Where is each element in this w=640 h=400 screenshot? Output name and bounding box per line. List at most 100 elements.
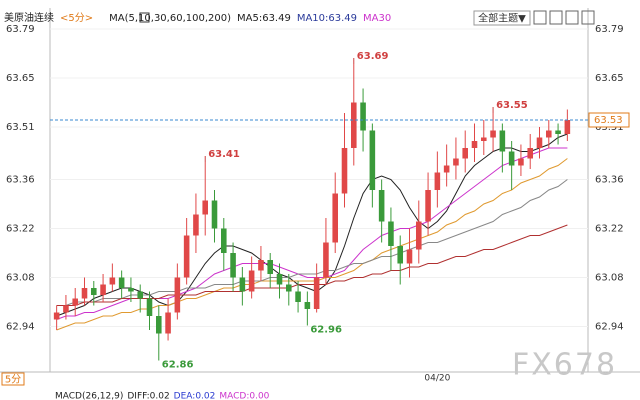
candle-body	[536, 137, 543, 148]
macd-item: DIFF:0.02	[127, 392, 169, 400]
candle-body	[453, 158, 459, 166]
candle-body	[183, 235, 190, 278]
candle-body	[174, 277, 181, 313]
candle-body	[81, 288, 88, 299]
watermark: FX678	[512, 348, 617, 383]
candle-body	[462, 148, 468, 159]
candle-body	[100, 284, 106, 295]
candle-body	[341, 148, 348, 194]
candle-body	[72, 298, 78, 306]
annotation-label: 63.69	[357, 51, 389, 62]
candle-body	[425, 190, 431, 222]
candle-body	[109, 277, 116, 285]
candle-body	[416, 221, 422, 250]
y-tick-label: 63.65	[6, 73, 35, 84]
annotation-label: 62.96	[310, 325, 342, 336]
y2-tick-label: 62.94	[595, 322, 624, 333]
candle-body	[304, 302, 311, 309]
candle-body	[118, 277, 125, 288]
y-tick-label: 63.51	[6, 122, 35, 133]
icon[interactable]	[565, 10, 579, 25]
macd-item: MACD(26,12,9)	[55, 392, 123, 400]
candle-body	[434, 172, 441, 190]
legend-item: MA30	[363, 13, 391, 24]
macd-item: DEA:0.02	[174, 392, 216, 400]
y-tick-label: 62.94	[6, 322, 35, 333]
candle-body	[360, 102, 366, 131]
candle-body	[91, 288, 97, 295]
legend-item: 美原油连续	[4, 11, 54, 24]
theme-button-box[interactable]	[473, 10, 531, 26]
period-label[interactable]: 5分	[5, 374, 21, 386]
candle-body	[499, 130, 506, 152]
candle-body	[53, 312, 60, 320]
candle-body	[230, 253, 236, 278]
candle-body	[248, 270, 255, 292]
legend-item: <5分>	[60, 12, 93, 24]
candle-body	[202, 200, 208, 215]
period-box[interactable]	[1, 372, 25, 386]
candle-body	[443, 165, 450, 173]
candle-body	[351, 102, 357, 148]
candle-body	[527, 148, 533, 159]
candle-body	[286, 284, 292, 292]
legend-item: MA(5,10,30,60,100,200)	[109, 13, 231, 24]
theme-button[interactable]: 全部主题▼	[478, 12, 526, 25]
icon[interactable]	[581, 10, 595, 25]
legend-checkbox[interactable]	[139, 12, 150, 23]
candle-body	[546, 130, 552, 138]
y-tick-label: 63.36	[6, 175, 35, 186]
y2-tick-label: 63.79	[595, 24, 624, 35]
candle-body	[63, 305, 69, 313]
candle-body	[258, 260, 264, 271]
last-price-label: 63.53	[594, 115, 623, 126]
candle-body	[267, 260, 273, 274]
candle-body	[397, 246, 403, 264]
candle-body	[276, 274, 283, 285]
candle-body	[323, 242, 329, 278]
last-price-box	[588, 112, 630, 128]
candle-body	[156, 316, 162, 334]
legend-item: MA10:63.49	[297, 13, 357, 24]
y-tick-label: 63.79	[6, 24, 35, 35]
candle-body	[193, 214, 199, 236]
candle-body	[146, 298, 153, 316]
candle-body	[369, 130, 376, 190]
candle-body	[239, 277, 246, 292]
ma-line	[56, 158, 568, 331]
annotation-label: 63.41	[208, 149, 240, 160]
candle-body	[378, 190, 385, 222]
candle-body	[128, 288, 134, 292]
icon[interactable]	[533, 10, 547, 25]
candle-body	[295, 291, 301, 302]
candle-body	[564, 120, 571, 134]
annotation-label: 62.86	[162, 360, 194, 371]
x-tick-label: 04/20	[424, 374, 450, 384]
candle-body	[518, 158, 524, 166]
candle-body	[221, 228, 227, 253]
candle-body	[555, 130, 561, 134]
y2-tick-label: 63.65	[595, 73, 624, 84]
candle-body	[313, 277, 320, 309]
annotation-label: 63.55	[496, 100, 528, 111]
candle-body	[165, 312, 171, 334]
candle-body	[490, 130, 496, 138]
candle-body	[388, 221, 394, 246]
candle-body	[211, 200, 218, 229]
candle-body	[471, 141, 478, 148]
macd-item: MACD:0.00	[219, 392, 269, 400]
y-tick-label: 63.22	[6, 224, 35, 235]
candle-body	[508, 151, 515, 166]
candle-body	[137, 291, 143, 299]
candle-body	[481, 137, 487, 141]
y2-tick-label: 63.36	[595, 175, 624, 186]
y2-tick-label: 63.08	[595, 273, 624, 284]
legend-item: MA5:63.49	[237, 13, 291, 24]
toolbar-icons[interactable]	[533, 10, 595, 25]
y2-tick-label: 63.22	[595, 224, 624, 235]
candle-body	[406, 249, 413, 264]
icon[interactable]	[549, 10, 563, 25]
y-tick-label: 63.08	[6, 273, 35, 284]
